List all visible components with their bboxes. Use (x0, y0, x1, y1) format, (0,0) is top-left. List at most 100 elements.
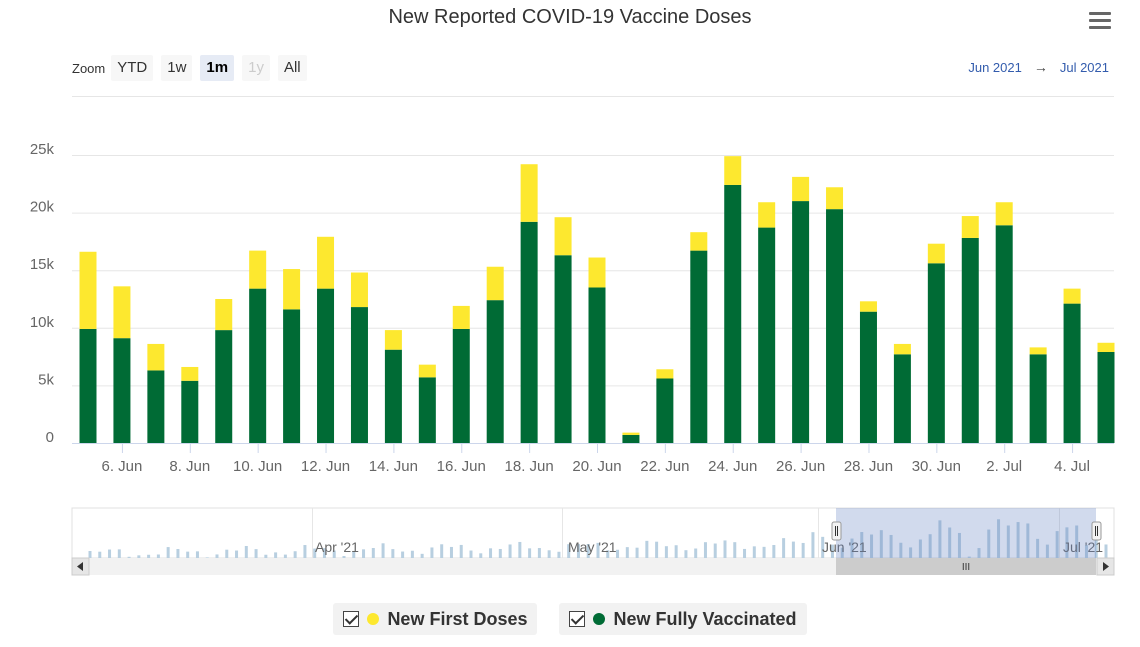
bar-first-doses[interactable] (181, 366, 199, 381)
bar-first-doses[interactable] (724, 156, 742, 185)
bar-fully-vaccinated[interactable] (283, 309, 301, 443)
navigator-selection[interactable] (836, 508, 1096, 558)
navigator-label-jul: Jul '21 (1063, 539, 1103, 555)
bar-first-doses[interactable] (758, 202, 776, 228)
navigator-bar (195, 551, 199, 558)
navigator[interactable]: Apr '21 May '21 Jun '21 Jul '21 III (0, 500, 1140, 580)
bar-fully-vaccinated[interactable] (418, 377, 436, 443)
bar-first-doses[interactable] (961, 216, 979, 238)
bar-fully-vaccinated[interactable] (1029, 354, 1047, 443)
bar-first-doses[interactable] (859, 301, 877, 312)
bar-first-doses[interactable] (588, 257, 606, 288)
bar-first-doses[interactable] (554, 217, 572, 256)
scroll-left-arrow-icon[interactable] (71, 557, 90, 576)
bar-first-doses[interactable] (656, 369, 674, 379)
navigator-bar (1065, 527, 1069, 558)
bar-first-doses[interactable] (622, 432, 640, 435)
checkbox-icon[interactable] (569, 611, 586, 627)
bar-first-doses[interactable] (1029, 347, 1047, 355)
range-from[interactable]: Jun 2021 (968, 59, 1022, 75)
scrollbar-grip: III (962, 562, 970, 573)
navigator-bar (537, 548, 541, 558)
navigator-bar (469, 550, 473, 558)
bar-fully-vaccinated[interactable] (656, 378, 674, 443)
bar-first-doses[interactable] (79, 251, 97, 329)
bar-first-doses[interactable] (317, 236, 335, 289)
bar-fully-vaccinated[interactable] (147, 370, 165, 443)
bar-fully-vaccinated[interactable] (859, 311, 877, 443)
bar-fully-vaccinated[interactable] (961, 237, 979, 443)
scrollbar-thumb[interactable] (836, 558, 1096, 575)
bar-first-doses[interactable] (452, 305, 470, 329)
navigator-bar (576, 544, 580, 558)
bar-first-doses[interactable] (486, 266, 504, 301)
bar-fully-vaccinated[interactable] (452, 328, 470, 443)
bar-fully-vaccinated[interactable] (350, 307, 368, 443)
x-tick-label: 22. Jun (640, 458, 689, 475)
checkbox-icon[interactable] (343, 611, 360, 627)
zoom-1w-button[interactable]: 1w (161, 55, 193, 81)
navigator-bar (733, 542, 737, 558)
bar-fully-vaccinated[interactable] (826, 209, 844, 443)
bar-first-doses[interactable] (283, 269, 301, 310)
navigator-bar (303, 545, 307, 558)
bar-fully-vaccinated[interactable] (927, 263, 945, 443)
bar-fully-vaccinated[interactable] (995, 225, 1013, 443)
hamburger-menu-icon[interactable] (1089, 12, 1111, 32)
bar-fully-vaccinated[interactable] (724, 184, 742, 443)
bar-first-doses[interactable] (113, 286, 131, 339)
navigator-bar (498, 548, 502, 558)
bar-fully-vaccinated[interactable] (113, 338, 131, 443)
zoom-1y-button: 1y (242, 55, 270, 81)
bar-fully-vaccinated[interactable] (249, 288, 267, 443)
bar-fully-vaccinated[interactable] (622, 434, 640, 443)
navigator-bar (567, 544, 571, 558)
bar-fully-vaccinated[interactable] (690, 250, 708, 443)
bar-fully-vaccinated[interactable] (520, 221, 538, 443)
navigator-bar (879, 530, 883, 558)
navigator-bar (1104, 544, 1108, 558)
bar-first-doses[interactable] (1063, 288, 1081, 304)
bar-first-doses[interactable] (384, 330, 402, 350)
bar-fully-vaccinated[interactable] (758, 227, 776, 443)
bar-first-doses[interactable] (147, 343, 165, 371)
bar-first-doses[interactable] (995, 202, 1013, 226)
bar-fully-vaccinated[interactable] (1063, 303, 1081, 443)
bar-fully-vaccinated[interactable] (486, 300, 504, 443)
navigator-bar (98, 551, 102, 558)
y-tick-label: 25k (30, 141, 55, 158)
bar-fully-vaccinated[interactable] (1097, 351, 1115, 443)
bar-fully-vaccinated[interactable] (893, 354, 911, 443)
bar-fully-vaccinated[interactable] (215, 330, 233, 443)
bar-first-doses[interactable] (350, 272, 368, 308)
bar-first-doses[interactable] (1097, 342, 1115, 352)
bar-first-doses[interactable] (792, 176, 810, 202)
navigator-bar (1026, 523, 1030, 558)
bar-first-doses[interactable] (927, 243, 945, 264)
bar-first-doses[interactable] (520, 164, 538, 222)
scroll-right-arrow-icon[interactable] (1096, 557, 1115, 576)
bar-fully-vaccinated[interactable] (79, 328, 97, 443)
bar-fully-vaccinated[interactable] (181, 380, 199, 443)
zoom-all-button[interactable]: All (277, 55, 307, 81)
bar-first-doses[interactable] (690, 232, 708, 251)
bar-fully-vaccinated[interactable] (317, 288, 335, 443)
bar-first-doses[interactable] (418, 364, 436, 378)
bar-first-doses[interactable] (249, 250, 267, 289)
zoom-ytd-button[interactable]: YTD (111, 55, 154, 81)
x-axis: 6. Jun 8. Jun 10. Jun 12. Jun 14. Jun 16. Jun… (101, 443, 1090, 475)
bar-fully-vaccinated[interactable] (384, 349, 402, 443)
legend-item-fully-vaccinated[interactable]: New Fully Vaccinated (559, 603, 807, 635)
navigator-left-handle[interactable] (831, 521, 842, 541)
bar-fully-vaccinated[interactable] (588, 287, 606, 443)
zoom-1m-button[interactable]: 1m (200, 55, 235, 81)
bar-first-doses[interactable] (826, 187, 844, 210)
bar-first-doses[interactable] (215, 299, 233, 331)
range-to[interactable]: Jul 2021 (1059, 59, 1109, 75)
y-tick-label: 20k (30, 199, 55, 216)
bar-fully-vaccinated[interactable] (554, 255, 572, 443)
legend-item-first-doses[interactable]: New First Doses (333, 603, 538, 635)
navigator-right-handle[interactable] (1091, 521, 1102, 541)
bar-first-doses[interactable] (893, 343, 911, 355)
bar-fully-vaccinated[interactable] (792, 201, 810, 443)
